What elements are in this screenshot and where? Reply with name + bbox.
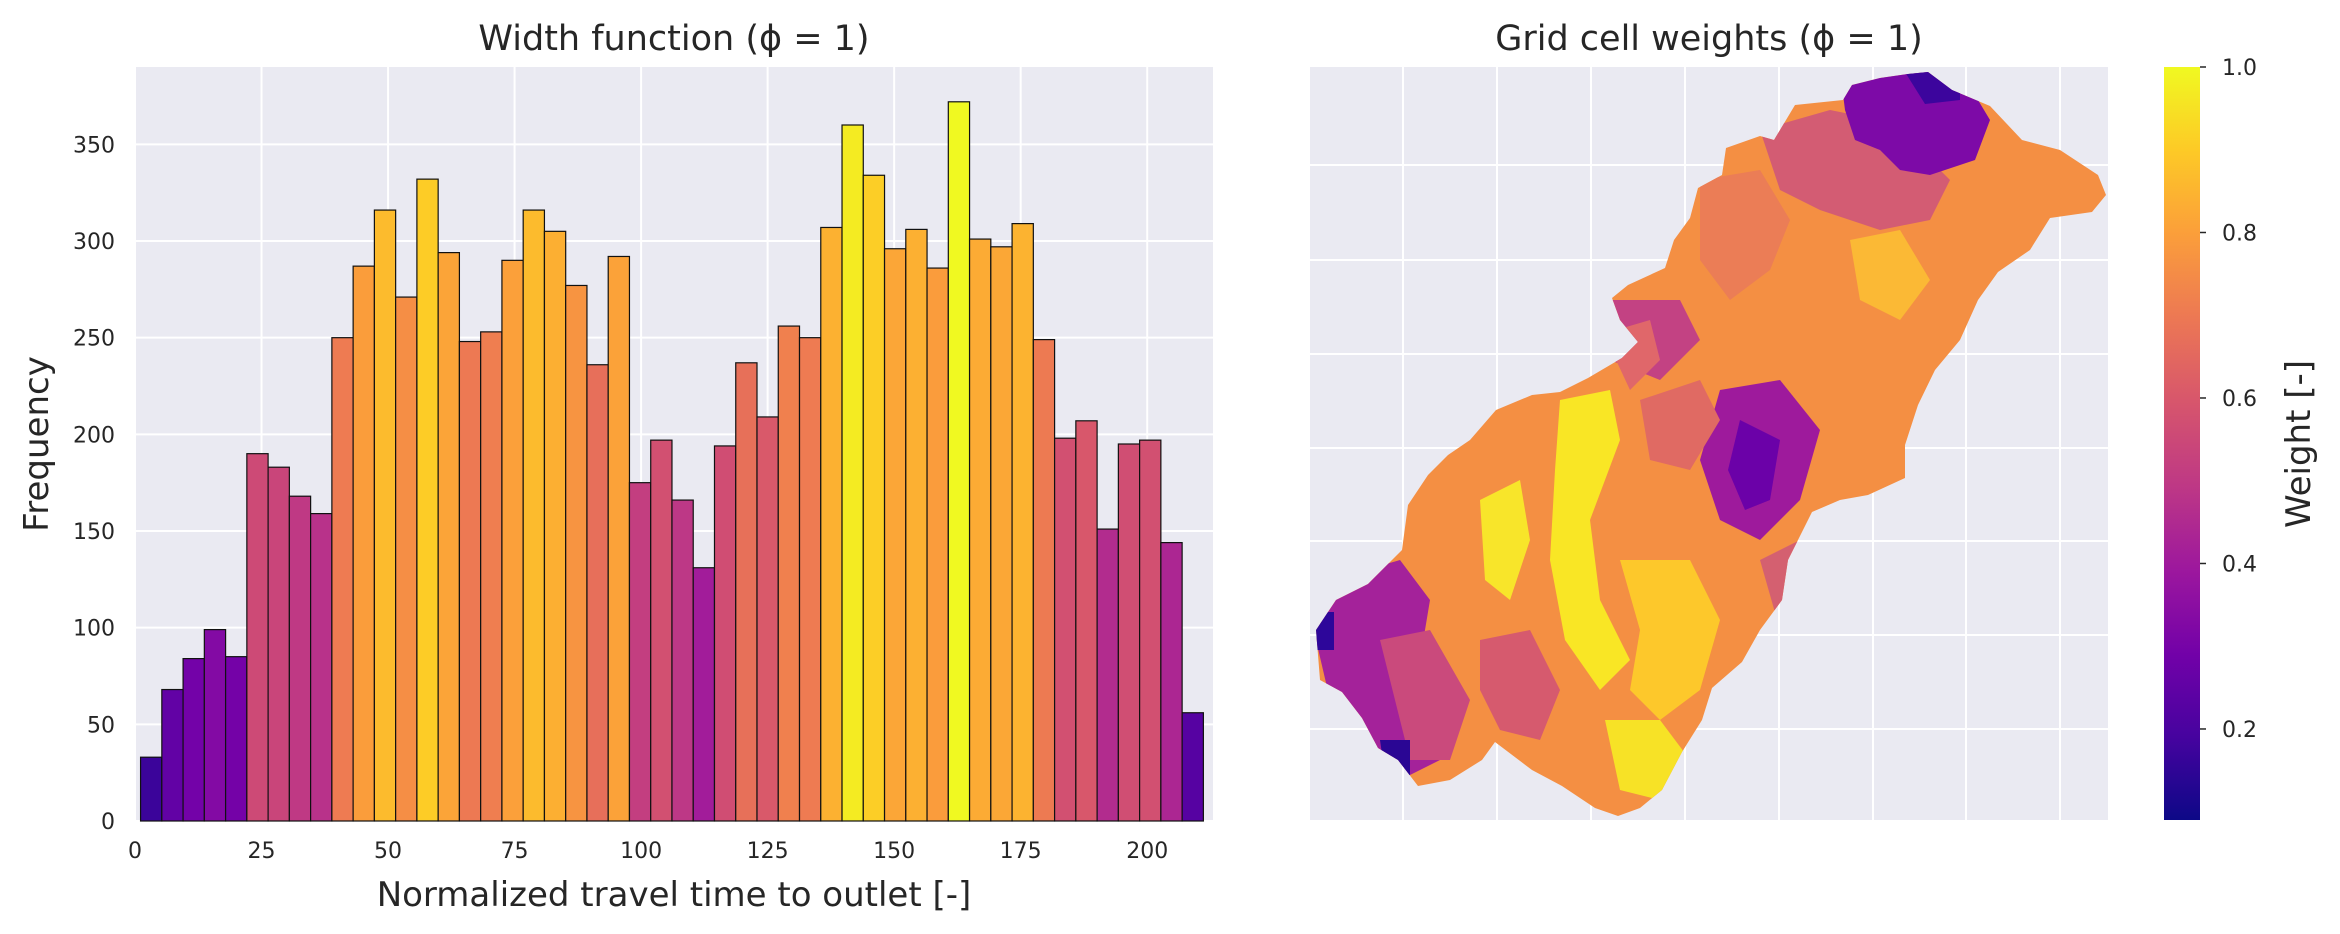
histogram-bar	[713, 445, 737, 822]
colorbar-tick-labels: 0.2 0.4 0.6 0.8 1.0	[2200, 56, 2257, 743]
y-tick-label: 100	[73, 617, 115, 642]
histogram-bar	[862, 174, 886, 822]
histogram-bar	[1011, 223, 1034, 822]
histogram-bar	[1139, 439, 1162, 822]
chart-title: Width function (ϕ = 1)	[478, 19, 869, 59]
histogram-bar	[501, 259, 524, 822]
colorbar-tick-label: 0.8	[2222, 221, 2257, 246]
y-tick-label: 50	[87, 713, 115, 738]
histogram-bar	[798, 337, 822, 822]
x-tick-label: 100	[620, 839, 662, 864]
x-tick-label: 50	[374, 839, 402, 864]
histogram-bar	[288, 495, 312, 822]
histogram-bar	[565, 284, 588, 822]
histogram-bar	[905, 228, 928, 822]
y-tick-label: 350	[73, 133, 115, 158]
grid-cell-weights-panel: Grid cell weights (ϕ = 1) 0.2 0.4 0.6 0.8 1.…	[1310, 19, 2319, 820]
y-axis-label: Frequency	[17, 356, 57, 532]
x-tick-label: 200	[1126, 839, 1168, 864]
colorbar-tick-label: 0.6	[2222, 387, 2257, 412]
y-tick-label: 300	[73, 230, 115, 255]
y-tick-label: 200	[73, 423, 115, 448]
colorbar: 0.2 0.4 0.6 0.8 1.0 Weight [-]	[2164, 56, 2319, 820]
colorbar-label: Weight [-]	[2279, 360, 2319, 528]
histogram-bar	[182, 657, 205, 822]
y-tick-label: 0	[101, 810, 115, 835]
histogram-bar	[756, 416, 779, 822]
x-tick-label: 0	[128, 839, 142, 864]
x-tick-label: 175	[1000, 839, 1042, 864]
histogram-bars	[139, 101, 1204, 822]
histogram-bar	[820, 226, 843, 822]
histogram-bar	[522, 209, 546, 822]
histogram-bar	[735, 362, 758, 822]
histogram-bar	[777, 325, 801, 822]
histogram-bar	[331, 337, 354, 822]
histogram-bar	[224, 656, 248, 822]
histogram-bar	[543, 230, 567, 822]
histogram-bar	[968, 238, 992, 822]
histogram-bar	[310, 512, 333, 822]
colorbar-gradient	[2164, 67, 2200, 820]
histogram-bar	[926, 267, 949, 822]
histogram-bar	[1053, 437, 1077, 822]
histogram-bar	[1032, 339, 1056, 822]
histogram-bar	[607, 255, 631, 822]
histogram-bar	[480, 331, 503, 822]
x-tick-label: 125	[747, 839, 789, 864]
y-tick-labels: 0 50 100 150 200 250 300 350	[73, 133, 115, 835]
width-function-panel: 0 25 50 75 100 125 150 175 200 0 50 100 150 200 250 30…	[17, 19, 1213, 915]
histogram-bar	[1160, 541, 1183, 822]
histogram-bar	[246, 453, 269, 822]
histogram-bar	[1075, 420, 1098, 822]
histogram-bar	[586, 364, 609, 822]
colorbar-tick-label: 0.2	[2222, 718, 2257, 743]
histogram-bar	[692, 567, 716, 822]
histogram-bar	[1181, 712, 1204, 822]
histogram-bar	[203, 628, 227, 822]
histogram-bar	[437, 252, 461, 822]
histogram-bar	[990, 246, 1013, 822]
histogram-bar	[161, 688, 184, 822]
x-axis-label: Normalized travel time to outlet [-]	[377, 875, 972, 915]
histogram-bar	[395, 296, 418, 822]
histogram-bar	[671, 499, 694, 822]
histogram-bar	[841, 124, 864, 822]
x-tick-label: 25	[248, 839, 276, 864]
y-tick-label: 150	[73, 520, 115, 545]
histogram-bar	[267, 466, 290, 822]
histogram-bar	[650, 439, 673, 822]
y-tick-label: 250	[73, 327, 115, 352]
histogram-bar	[416, 178, 439, 822]
histogram-bar	[1117, 443, 1141, 822]
histogram-bar	[883, 248, 907, 822]
histogram-bar	[352, 265, 375, 822]
x-tick-label: 75	[501, 839, 529, 864]
histogram-bar	[373, 209, 397, 822]
histogram-bar	[628, 482, 652, 822]
x-tick-labels: 0 25 50 75 100 125 150 175 200	[128, 839, 1168, 864]
histogram-bar	[947, 101, 971, 822]
histogram-bar	[139, 756, 163, 822]
x-tick-label: 150	[873, 839, 915, 864]
colorbar-tick-label: 0.4	[2222, 552, 2257, 577]
histogram-bar	[458, 340, 482, 822]
map-title: Grid cell weights (ϕ = 1)	[1495, 19, 1923, 59]
colorbar-tick-label: 1.0	[2222, 56, 2257, 81]
histogram-bar	[1096, 528, 1119, 822]
